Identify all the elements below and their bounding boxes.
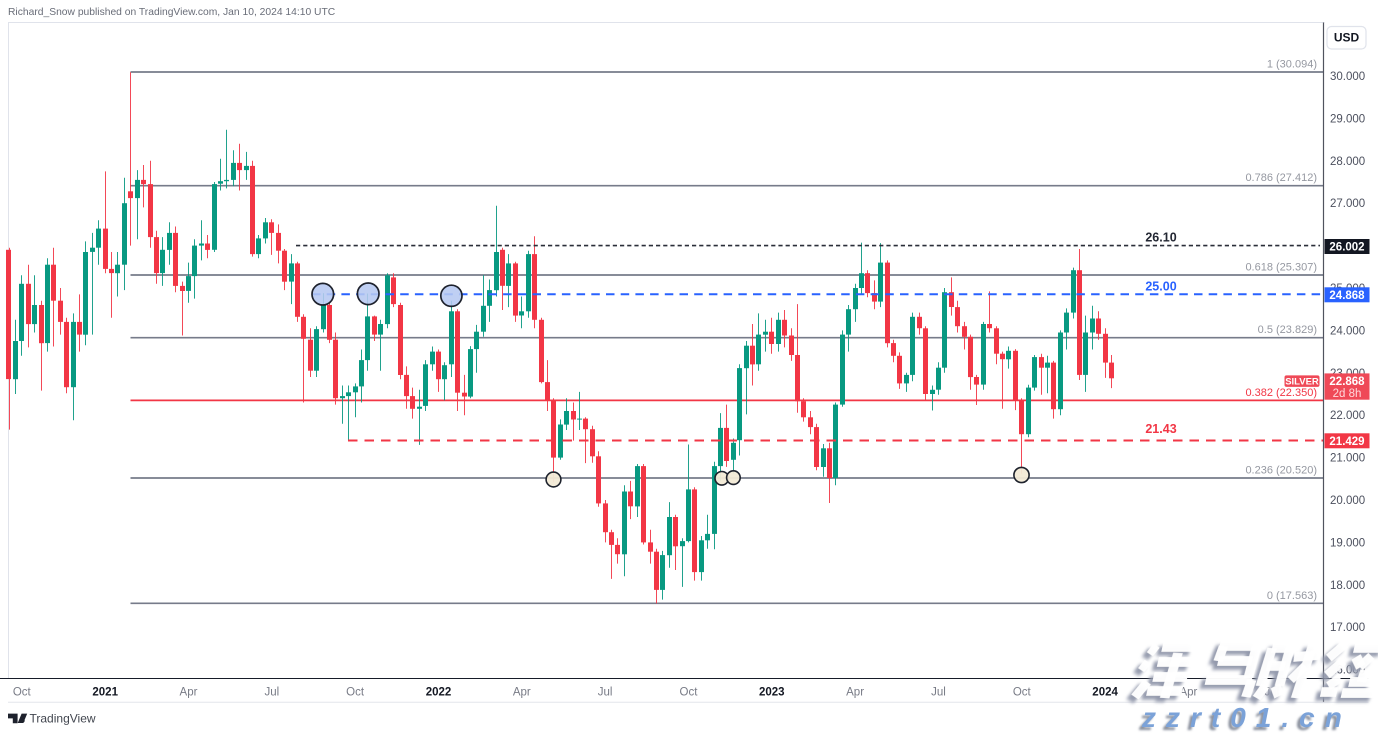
svg-text:0 (17.563): 0 (17.563)	[1267, 590, 1317, 602]
svg-text:0.5 (23.829): 0.5 (23.829)	[1258, 324, 1317, 336]
svg-text:22.868: 22.868	[1329, 376, 1365, 388]
svg-text:21.000: 21.000	[1330, 453, 1365, 465]
svg-text:2021: 2021	[92, 687, 118, 699]
svg-text:24.000: 24.000	[1330, 325, 1365, 337]
svg-text:24.868: 24.868	[1329, 290, 1365, 302]
svg-text:26.002: 26.002	[1329, 242, 1364, 254]
svg-text:20.000: 20.000	[1330, 495, 1365, 507]
svg-text:28.000: 28.000	[1330, 156, 1365, 168]
svg-text:0.382 (22.350): 0.382 (22.350)	[1245, 387, 1317, 399]
svg-text:21.43: 21.43	[1145, 422, 1176, 436]
svg-text:27.000: 27.000	[1330, 198, 1365, 210]
svg-text:25.00: 25.00	[1145, 280, 1176, 294]
svg-text:0.236 (20.520): 0.236 (20.520)	[1245, 465, 1317, 477]
svg-text:TradingView: TradingView	[30, 712, 96, 726]
svg-text:USD: USD	[1334, 31, 1360, 45]
svg-text:Jul: Jul	[264, 687, 279, 699]
svg-text:30.000: 30.000	[1330, 71, 1365, 83]
svg-text:18.000: 18.000	[1330, 580, 1365, 592]
svg-text:Oct: Oct	[680, 687, 699, 699]
svg-text:21.429: 21.429	[1329, 436, 1364, 448]
svg-text:Apr: Apr	[1179, 687, 1197, 699]
svg-text:2024: 2024	[1092, 687, 1118, 699]
svg-text:22.000: 22.000	[1330, 410, 1365, 422]
svg-text:Jul: Jul	[598, 687, 613, 699]
svg-text:1 (30.094): 1 (30.094)	[1267, 59, 1317, 71]
svg-text:26.10: 26.10	[1145, 231, 1176, 245]
svg-text:Oct: Oct	[346, 687, 365, 699]
svg-text:2022: 2022	[426, 687, 452, 699]
svg-text:19.000: 19.000	[1330, 537, 1365, 549]
svg-text:SILVER: SILVER	[1285, 377, 1319, 388]
svg-text:0.618 (25.307): 0.618 (25.307)	[1245, 262, 1317, 274]
svg-text:Apr: Apr	[846, 687, 864, 699]
svg-text:17.000: 17.000	[1330, 622, 1365, 634]
svg-text:Oct: Oct	[13, 687, 32, 699]
svg-text:Jul: Jul	[931, 687, 946, 699]
svg-text:Apr: Apr	[180, 687, 198, 699]
svg-text:0.786 (27.412): 0.786 (27.412)	[1245, 172, 1317, 184]
svg-text:2d 8h: 2d 8h	[1333, 388, 1362, 400]
svg-text:Oct: Oct	[1013, 687, 1032, 699]
svg-text:Apr: Apr	[513, 687, 531, 699]
svg-text:2023: 2023	[759, 687, 785, 699]
svg-text:29.000: 29.000	[1330, 113, 1365, 125]
